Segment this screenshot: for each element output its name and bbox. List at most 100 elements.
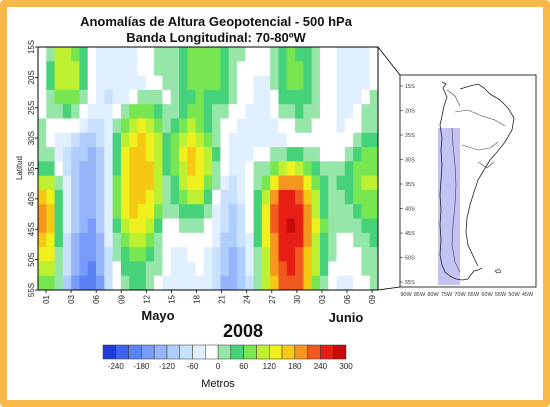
heatmap-cell (344, 118, 354, 134)
month-label-mayo: Mayo (141, 308, 174, 323)
heatmap-cell (104, 118, 114, 134)
x-tick-label: 15 (167, 294, 176, 303)
heatmap-cell (137, 204, 147, 219)
colorbar-swatch (256, 344, 270, 360)
heatmap-cell (79, 132, 89, 148)
heatmap-cell (178, 47, 188, 62)
heatmap-cell (112, 147, 122, 162)
heatmap-cell (87, 75, 97, 91)
heatmap-cell (228, 47, 238, 62)
heatmap-cell (129, 89, 138, 105)
heatmap-cell (170, 275, 180, 291)
heatmap-cell (295, 175, 304, 191)
heatmap-cell (112, 104, 122, 119)
heatmap-cell (178, 232, 188, 248)
heatmap-cell (120, 275, 130, 291)
heatmap-cell (104, 247, 114, 262)
heatmap-cell (62, 132, 72, 148)
heatmap-cell (120, 161, 130, 177)
heatmap-cell (270, 275, 279, 291)
heatmap-cell (295, 189, 304, 205)
heatmap-cell (129, 247, 138, 262)
heatmap-cell (96, 104, 105, 119)
heatmap-cell (220, 204, 230, 219)
heatmap-cell (220, 218, 230, 234)
heatmap-cell (187, 232, 196, 248)
heatmap-cell (46, 61, 55, 76)
heatmap-cell (353, 232, 362, 248)
heatmap-cell (187, 261, 196, 277)
heatmap-cell (344, 204, 354, 219)
heatmap-cell (170, 204, 180, 219)
heatmap-cell (261, 61, 271, 76)
heatmap-cell (295, 47, 304, 62)
heatmap-cell (369, 89, 379, 105)
heatmap-cell (228, 175, 238, 191)
heatmap-cell (187, 147, 196, 162)
heatmap-cell (369, 275, 379, 291)
heatmap-cell (261, 275, 271, 291)
x-axis-ticks: 01 03 06 09 12 15 18 21 24 27 30 03 06 09 (42, 290, 377, 304)
map-lat-tick-label: 25S (405, 133, 415, 139)
heatmap-cell (71, 275, 80, 291)
heatmap-cell (62, 204, 72, 219)
heatmap-cell (79, 247, 89, 262)
heatmap-cell (187, 247, 196, 262)
heatmap-cell (278, 161, 288, 177)
heatmap-cell (361, 147, 371, 162)
heatmap-cell (286, 218, 296, 234)
heatmap-cell (38, 175, 47, 191)
colorbar-tick-label: -120 (159, 362, 176, 371)
heatmap-cell (178, 175, 188, 191)
heatmap-cell (203, 247, 213, 262)
heatmap-cell (245, 132, 255, 148)
heatmap-cell (137, 75, 147, 91)
heatmap-cell (270, 118, 279, 134)
heatmap-cell (278, 132, 288, 148)
heatmap-cell (212, 75, 221, 91)
heatmap-cell (270, 104, 279, 119)
heatmap-cell (237, 275, 246, 291)
heatmap-cell (79, 218, 89, 234)
colorbar-tick-label: 0 (216, 362, 221, 371)
heatmap-cell (112, 132, 122, 148)
heatmap-cell (129, 47, 138, 62)
heatmap-cell (237, 75, 246, 91)
map-lat-tick-label: 45S (405, 231, 415, 237)
heatmap-cell (344, 89, 354, 105)
heatmap-cell (62, 47, 72, 62)
heatmap-cell (79, 204, 89, 219)
heatmap-cell (170, 189, 180, 205)
heatmap-cell (187, 132, 196, 148)
heatmap-cell (79, 175, 89, 191)
heatmap-cell (154, 47, 163, 62)
heatmap-cell (270, 61, 279, 76)
heatmap-cell (38, 161, 47, 177)
heatmap-cell (79, 89, 89, 105)
heatmap-cell (87, 189, 97, 205)
heatmap-cell (220, 47, 230, 62)
heatmap-cell (137, 232, 147, 248)
heatmap-cell (96, 61, 105, 76)
heatmap-cell (170, 89, 180, 105)
y-tick-label: 15S (27, 40, 36, 54)
heatmap-cell (170, 61, 180, 76)
heatmap-cell (353, 247, 362, 262)
heatmap-cell (237, 218, 246, 234)
map-lat-tick-label: 15S (405, 84, 415, 90)
heatmap-cell (245, 75, 255, 91)
heatmap-cell (104, 47, 114, 62)
heatmap-cell (278, 204, 288, 219)
heatmap-cell (278, 61, 288, 76)
heatmap-cell (120, 218, 130, 234)
heatmap-cell (112, 75, 122, 91)
heatmap-cell (228, 104, 238, 119)
heatmap-cell (344, 147, 354, 162)
heatmap-cell (170, 247, 180, 262)
heatmap-cell (328, 261, 337, 277)
heatmap-cell (46, 275, 55, 291)
heatmap-cell (71, 261, 80, 277)
heatmap-cell (195, 132, 205, 148)
heatmap-cell (220, 75, 230, 91)
y-tick-label: 45S (27, 222, 36, 236)
